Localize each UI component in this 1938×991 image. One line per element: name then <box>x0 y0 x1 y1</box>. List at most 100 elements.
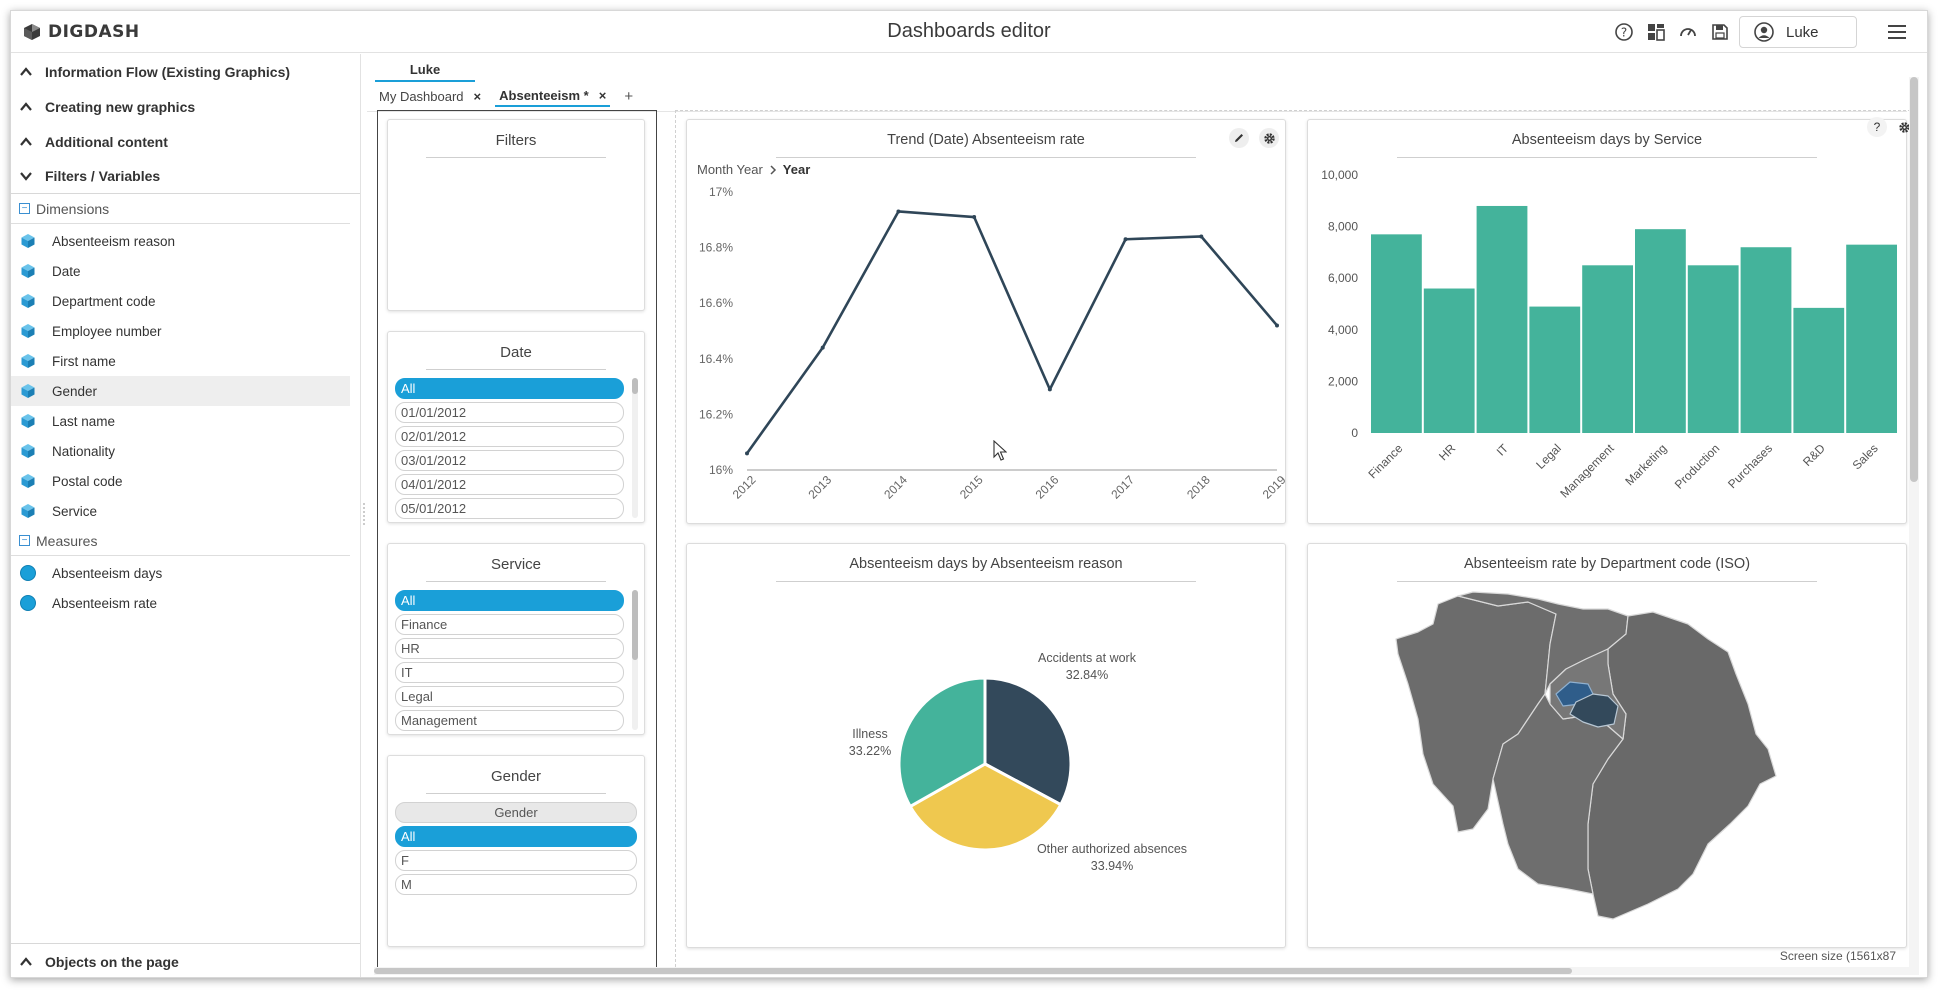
gear-icon[interactable] <box>1894 117 1914 137</box>
filter-option[interactable]: 03/01/2012 <box>395 450 624 471</box>
scroll-thumb[interactable] <box>632 378 638 394</box>
data-point[interactable] <box>1123 237 1128 242</box>
filter-option[interactable]: 02/01/2012 <box>395 426 624 447</box>
trend-chart-card[interactable]: Trend (Date) Absenteeism rate Month Year… <box>686 119 1289 524</box>
filter-option[interactable]: 05/01/2012 <box>395 498 624 519</box>
dimension-item[interactable]: Last name <box>11 406 350 436</box>
data-point[interactable] <box>820 345 825 350</box>
tab-user[interactable]: Luke <box>375 62 475 82</box>
x-tick-label: 2016 <box>1033 473 1062 502</box>
help-icon[interactable]: ? <box>1613 21 1635 43</box>
drill-level-month-year[interactable]: Month Year <box>697 162 763 177</box>
gear-icon[interactable] <box>1259 128 1279 148</box>
reason-pie-chart-card[interactable]: Absenteeism days by Absenteeism reason A… <box>686 543 1286 948</box>
bar[interactable] <box>1793 307 1845 433</box>
section-information-flow[interactable]: Information Flow (Existing Graphics) <box>11 54 360 89</box>
filter-option[interactable]: 01/01/2012 <box>395 402 624 423</box>
measure-item[interactable]: Absenteeism days <box>11 558 350 588</box>
measure-list: Absenteeism days Absenteeism rate <box>11 558 360 618</box>
user-menu-button[interactable]: Luke <box>1739 16 1857 48</box>
service-filter-scrollbar[interactable] <box>632 590 638 730</box>
page-horizontal-scrollbar[interactable] <box>374 967 1914 975</box>
department-map-card[interactable]: Absenteeism rate by Department code (ISO… <box>1307 543 1907 948</box>
title-rule <box>1397 157 1817 158</box>
measures-group[interactable]: − Measures <box>11 526 350 556</box>
dashboard-wizard-icon[interactable] <box>1645 21 1667 43</box>
bar[interactable] <box>1687 265 1739 433</box>
x-tick-label: 2017 <box>1108 473 1137 502</box>
close-icon[interactable]: × <box>473 89 482 104</box>
filter-option[interactable]: 04/01/2012 <box>395 474 624 495</box>
filter-option[interactable]: All <box>395 590 624 611</box>
filter-option[interactable]: Management <box>395 710 624 731</box>
data-point[interactable] <box>745 451 749 456</box>
title-rule <box>426 581 606 582</box>
data-point[interactable] <box>1275 323 1279 328</box>
dimension-item[interactable]: Employee number <box>11 316 350 346</box>
scroll-thumb[interactable] <box>1910 77 1918 482</box>
dimension-item[interactable]: Nationality <box>11 436 350 466</box>
drill-level-year[interactable]: Year <box>782 162 811 177</box>
service-bar-chart-card[interactable]: Absenteeism days by Service 0 2,000 4,000 6… <box>1307 119 1907 524</box>
save-icon[interactable] <box>1709 21 1731 43</box>
tab-absenteeism[interactable]: Absenteeism * × <box>495 86 611 107</box>
bar[interactable] <box>1529 306 1581 433</box>
data-point[interactable] <box>1047 387 1052 392</box>
date-filter-scrollbar[interactable] <box>632 378 638 518</box>
filter-option[interactable]: M <box>395 874 637 895</box>
filter-option[interactable]: Finance <box>395 614 624 635</box>
measure-item[interactable]: Absenteeism rate <box>11 588 350 618</box>
section-filters-variables[interactable]: Filters / Variables <box>11 159 360 194</box>
dimension-item[interactable]: Date <box>11 256 350 286</box>
speedometer-icon[interactable] <box>1677 21 1699 43</box>
filter-option[interactable]: All <box>395 378 624 399</box>
map-region-east[interactable] <box>1587 611 1777 920</box>
dimensions-group[interactable]: − Dimensions <box>11 194 350 224</box>
data-point[interactable] <box>896 209 901 214</box>
dimension-item[interactable]: Service <box>11 496 350 526</box>
bar[interactable] <box>1740 247 1792 433</box>
bar[interactable] <box>1582 265 1633 433</box>
bar[interactable] <box>1371 234 1422 433</box>
bar[interactable] <box>1846 244 1897 433</box>
dimension-item[interactable]: Postal code <box>11 466 350 496</box>
dimension-list: Absenteeism reason Date Department code Emp… <box>11 226 360 526</box>
filter-option[interactable]: F <box>395 850 637 871</box>
title-rule <box>426 793 606 794</box>
close-icon[interactable]: × <box>598 88 607 103</box>
filter-option[interactable]: HR <box>395 638 624 659</box>
logo[interactable]: DIGDASH <box>21 21 140 43</box>
section-creating-graphics[interactable]: Creating new graphics <box>11 89 360 124</box>
dimension-item[interactable]: Department code <box>11 286 350 316</box>
x-tick-label: Production <box>1672 441 1722 491</box>
pie-slice[interactable] <box>983 676 1073 807</box>
add-tab-button[interactable]: + <box>624 88 634 105</box>
bar[interactable] <box>1476 205 1528 433</box>
page-vertical-scrollbar[interactable] <box>1909 77 1919 975</box>
tab-my-dashboard[interactable]: My Dashboard × <box>375 87 485 106</box>
scroll-thumb[interactable] <box>632 590 638 660</box>
dimension-item[interactable]: Absenteeism reason <box>11 226 350 256</box>
map-region-highlight-2[interactable] <box>1569 693 1619 728</box>
data-point[interactable] <box>1199 234 1204 239</box>
filter-option[interactable]: IT <box>395 662 624 683</box>
panel-splitter-handle[interactable] <box>361 501 367 529</box>
section-label: Creating new graphics <box>45 98 196 115</box>
dimension-label: Absenteeism reason <box>52 233 176 249</box>
dimension-item[interactable]: First name <box>11 346 350 376</box>
edit-icon[interactable] <box>1229 128 1249 148</box>
filter-option[interactable]: Legal <box>395 686 624 707</box>
scroll-thumb[interactable] <box>374 968 1572 974</box>
reason-pie-chart: Accidents at work 32.84% Other authorized … <box>849 651 1187 873</box>
bar[interactable] <box>1635 229 1686 433</box>
hamburger-menu-icon[interactable] <box>1885 20 1909 44</box>
slice-value-label: 32.84% <box>1066 668 1108 682</box>
pie-slice[interactable] <box>897 676 987 809</box>
data-point[interactable] <box>972 215 977 220</box>
filter-option[interactable]: All <box>395 826 637 847</box>
section-objects-on-page[interactable]: Objects on the page <box>11 943 360 977</box>
dimension-item[interactable]: Gender <box>11 376 350 406</box>
bar[interactable] <box>1423 288 1475 433</box>
help-icon[interactable]: ? <box>1867 117 1887 137</box>
section-additional-content[interactable]: Additional content <box>11 124 360 159</box>
